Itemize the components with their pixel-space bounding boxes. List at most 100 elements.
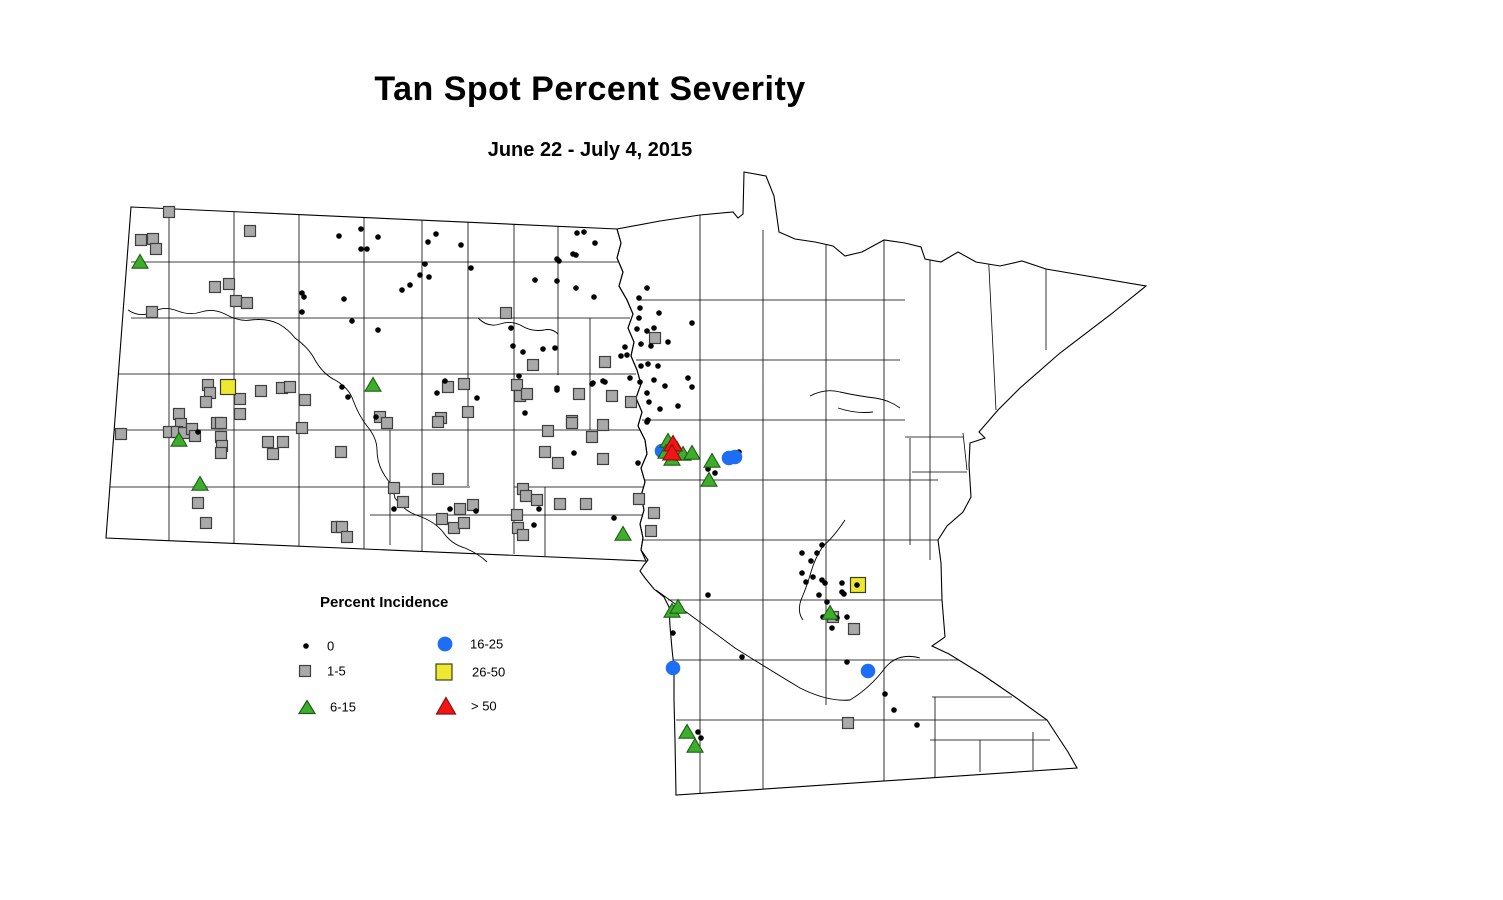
marker-dot [624,352,630,358]
marker-dot [574,230,580,236]
marker-dot [468,265,474,271]
marker-dot [391,506,397,512]
marker-dot [358,246,364,252]
marker-triangle [364,376,382,392]
marker-dot [637,379,643,385]
marker-circle [665,660,681,676]
marker-dot [556,258,562,264]
marker-square [565,416,579,430]
marker-square [146,232,160,246]
marker-dot [349,318,355,324]
marker-dot [689,384,695,390]
marker-triangle [191,475,209,491]
marker-square [579,497,593,511]
marker-square [847,622,861,636]
marker-square [240,296,254,310]
marker-dot [581,229,587,235]
marker-triangle [678,723,696,739]
marker-square [298,393,312,407]
marker-square [340,530,354,544]
marker-dot [364,246,370,252]
marker-dot [425,239,431,245]
marker-triangle-lg [661,443,683,461]
marker-dot [712,470,718,476]
marker-square [243,224,257,238]
marker-square [841,716,855,730]
marker-dot [442,378,448,384]
marker-square-lg [219,378,237,396]
marker-dot [336,233,342,239]
marker-dot [532,277,538,283]
marker-square [648,331,662,345]
marker-square [145,305,159,319]
marker-dot [651,377,657,383]
marker-square [585,430,599,444]
marker-square [191,496,205,510]
red-triangle-symbol-icon [435,696,457,715]
gray-square-symbol-icon [298,664,312,678]
green-triangle-symbol-icon [298,699,316,715]
minnesota-outline [616,171,1148,796]
marker-dot [638,341,644,347]
marker-square [624,395,638,409]
marker-dot [375,234,381,240]
marker-dot [373,414,379,420]
marker-square [208,280,222,294]
marker-dot [422,261,428,267]
marker-dot [433,231,439,237]
date-range-subtitle: June 22 - July 4, 2015 [487,139,693,161]
marker-dot [839,580,845,586]
marker-triangle [683,444,701,460]
marker-dot [657,406,663,412]
marker-dot [675,403,681,409]
marker-dot [508,325,514,331]
marker-dot [554,387,560,393]
legend-title: Percent Incidence [320,594,449,611]
marker-square [387,481,401,495]
marker-square [172,407,186,421]
marker-square [519,489,533,503]
marker-square [453,502,467,516]
marker-square [510,378,524,392]
dot-symbol-icon [303,643,309,649]
marker-dot [618,353,624,359]
marker-dot [824,599,830,605]
marker-dot [882,691,888,697]
marker-dot [808,558,814,564]
county-lines-minnesota [636,210,1052,793]
marker-square [538,445,552,459]
marker-square [520,387,534,401]
marker-dot [644,419,650,425]
marker-square [553,497,567,511]
marker-square [214,416,228,430]
marker-dot [345,394,351,400]
marker-dot [434,390,440,396]
marker-dot [822,580,828,586]
marker-dot [799,550,805,556]
marker-dot [662,383,668,389]
marker-square [233,407,247,421]
marker-dot [635,460,641,466]
legend-item-label: 0 [327,638,335,654]
marker-dot [399,287,405,293]
marker-square [261,435,275,449]
marker-dot [819,542,825,548]
marker-square [510,508,524,522]
legend-item-label: 1-5 [327,663,346,679]
marker-square [596,418,610,432]
marker-dot [516,373,522,379]
marker-dot [803,579,809,585]
marker-square [441,380,455,394]
marker-square [644,524,658,538]
marker-dot [705,592,711,598]
marker-dot [536,506,542,512]
marker-square [214,446,228,460]
marker-square [551,456,565,470]
marker-dot [458,242,464,248]
marker-dot [426,274,432,280]
marker-dot [670,630,676,636]
marker-dot [522,410,528,416]
marker-dot [637,305,643,311]
